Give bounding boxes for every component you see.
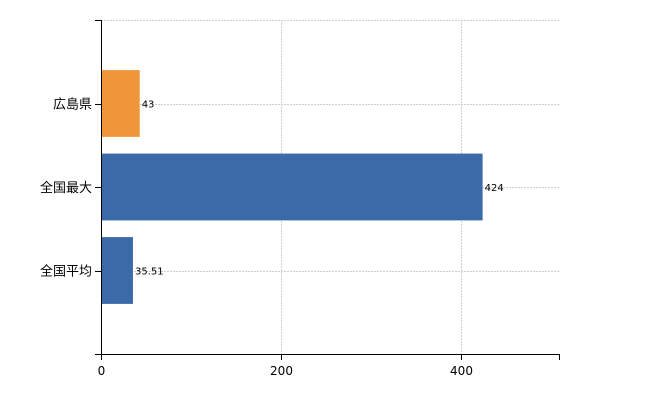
- label-layer: 43 広島県 424 全国最大 35.51 全国平均 0 200 400: [40, 98, 504, 379]
- x-tick-label: 200: [270, 364, 293, 378]
- category-label: 全国平均: [40, 264, 92, 280]
- category-label: 全国最大: [40, 180, 92, 196]
- x-tick-label: 0: [98, 364, 106, 378]
- bar-layer: [101, 70, 483, 304]
- data-label: 35.51: [135, 267, 164, 278]
- bar: [101, 153, 483, 221]
- axis-layer: [95, 20, 560, 360]
- data-label: 424: [485, 183, 504, 194]
- bar: [101, 70, 140, 137]
- x-tick-label: 400: [450, 364, 473, 378]
- category-label: 広島県: [53, 98, 92, 113]
- data-label: 43: [142, 100, 155, 111]
- bar: [101, 237, 133, 304]
